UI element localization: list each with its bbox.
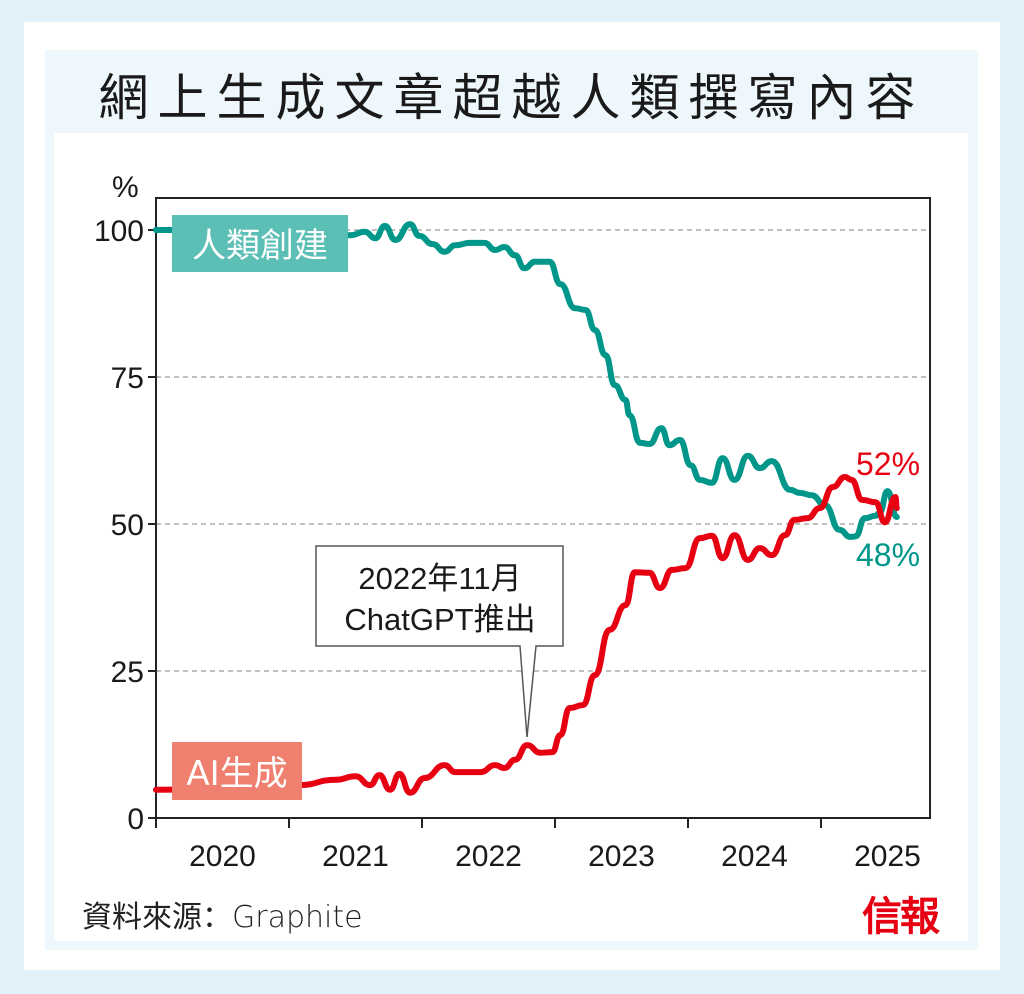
ai-series-label-bg [172, 742, 302, 800]
annotation-line-2: ChatGPT推出 [344, 602, 535, 637]
y-tick-label: 50 [111, 509, 144, 542]
x-tick-label: 2020 [189, 840, 256, 873]
y-tick-label: 100 [94, 215, 144, 248]
ai-generated-line [153, 473, 900, 796]
human-series-label-bg [172, 215, 348, 272]
y-axis-unit: % [112, 171, 139, 204]
chatgpt-annotation: 2022年11月 ChatGPT推出 [315, 545, 564, 738]
plot-frame [155, 197, 931, 819]
data-source: 資料來源：Graphite [82, 900, 363, 935]
y-tick-label: 0 [127, 803, 144, 836]
ai-series-label: AI生成 [186, 754, 287, 794]
chart-title: 網上生成文章超越人類撰寫內容 [98, 69, 925, 127]
human-series-label: 人類創建 [192, 226, 328, 266]
ai-end-label: 52% [856, 446, 920, 482]
annotation-line-1: 2022年11月 [358, 561, 521, 596]
x-tick-label: 2023 [588, 840, 655, 873]
x-tick-label: 2022 [455, 840, 522, 873]
y-tick-label: 75 [111, 362, 144, 395]
y-tick-label: 25 [111, 656, 144, 689]
x-tick-label: 2025 [854, 840, 921, 873]
x-tick-label: 2021 [322, 840, 389, 873]
x-tick-label: 2024 [721, 840, 788, 873]
human-end-label: 48% [856, 537, 920, 573]
human-created-line [153, 221, 900, 540]
publisher-logo: 信報 [862, 893, 940, 940]
